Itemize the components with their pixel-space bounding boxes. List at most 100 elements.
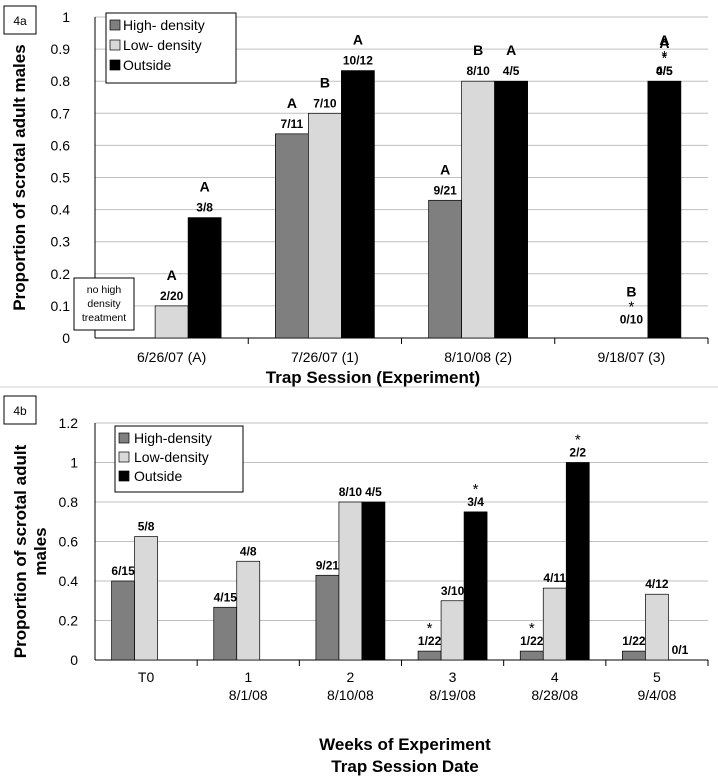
bar xyxy=(308,112,342,339)
y-tick-label: 0 xyxy=(70,652,78,668)
x-axis-title: Weeks of Experiment xyxy=(319,735,491,754)
legend-swatch xyxy=(118,470,130,482)
group-letter: A xyxy=(659,35,669,51)
bar xyxy=(519,650,544,661)
y-tick-label: 0.6 xyxy=(59,534,79,550)
significance-star: * xyxy=(628,299,634,316)
data-label: 8/10 xyxy=(466,64,490,78)
y-tick-label: 0.2 xyxy=(59,613,79,629)
x-tick-label: 8/10/08 (2) xyxy=(444,349,512,365)
data-label: 0/1 xyxy=(672,643,689,657)
data-label: 1/22 xyxy=(622,634,646,648)
y-tick-label: 0.7 xyxy=(51,105,71,121)
group-letter: A xyxy=(167,267,177,283)
data-label: 0/5 xyxy=(656,64,673,78)
data-label: 10/12 xyxy=(343,54,373,68)
legend-swatch xyxy=(118,432,130,444)
data-label: 2/20 xyxy=(160,289,184,303)
legend-box xyxy=(114,425,244,493)
y-tick-label: 0.4 xyxy=(59,573,79,589)
bar xyxy=(341,70,375,339)
x-tick-label: 4 xyxy=(551,669,559,685)
y-tick-label: 0.8 xyxy=(59,494,79,510)
significance-star: * xyxy=(575,432,581,449)
bar xyxy=(134,536,158,661)
bar xyxy=(338,501,363,661)
data-label: 4/5 xyxy=(365,485,382,499)
bar xyxy=(645,593,669,661)
bar xyxy=(417,650,442,661)
bar xyxy=(428,199,462,339)
legend-swatch xyxy=(118,451,130,463)
legend-label: High-density xyxy=(134,430,212,446)
y-tick-label: 1 xyxy=(70,455,78,471)
data-label: 9/21 xyxy=(316,558,340,572)
data-label: 4/5 xyxy=(503,64,520,78)
y-axis-title: Proportion of scrotal adult males xyxy=(10,44,29,310)
x-tick-label: 8/28/08 xyxy=(531,687,578,703)
annotation-text: density xyxy=(87,298,121,310)
group-letter: A xyxy=(353,32,363,48)
legend-label: Outside xyxy=(123,57,171,73)
significance-star: * xyxy=(661,48,667,65)
x-tick-label: 1 xyxy=(244,669,252,685)
group-letter: A xyxy=(506,42,516,58)
data-label: 4/8 xyxy=(240,544,257,558)
group-letter: B xyxy=(626,284,636,300)
data-label: 4/15 xyxy=(214,590,238,604)
bar xyxy=(647,80,682,339)
group-letter: B xyxy=(473,42,483,58)
bar xyxy=(187,217,222,339)
bar xyxy=(361,501,386,661)
y-tick-label: 1.2 xyxy=(59,415,79,431)
data-label: 4/11 xyxy=(543,571,566,585)
data-label: 6/15 xyxy=(111,564,135,578)
data-label: 1/22 xyxy=(520,634,544,648)
bar xyxy=(440,600,465,661)
group-letter: A xyxy=(287,95,297,111)
x-tick-label: 9/4/08 xyxy=(637,687,676,703)
group-letter: A xyxy=(440,161,450,177)
significance-star: * xyxy=(473,481,479,498)
x-axis-subtitle: Trap Session Date xyxy=(331,757,478,776)
x-tick-label: 7/26/07 (1) xyxy=(291,349,359,365)
data-label: 3/4 xyxy=(467,495,484,509)
legend: High-density Low-density Outside xyxy=(114,425,244,493)
bar xyxy=(236,560,261,661)
panel-4b: 4b 0 0.2 0.4 0.6 0.8 1 1.2 Proportion of scrotal… xyxy=(3,395,709,776)
legend-swatch xyxy=(109,59,121,71)
y-axis-title: Proportion of scrotal adultmales xyxy=(11,444,50,658)
bar xyxy=(463,511,488,661)
x-tick-label: 9/18/07 (3) xyxy=(598,349,666,365)
legend-swatch xyxy=(109,19,121,31)
y-tick-label: 0 xyxy=(62,330,70,346)
bar xyxy=(461,80,495,339)
x-tick-label: 3 xyxy=(449,669,457,685)
x-tick-label: 6/26/07 (A) xyxy=(137,349,206,365)
annotation-box xyxy=(73,277,135,331)
annotation-text: treatment xyxy=(82,312,126,324)
y-tick-label: 0.1 xyxy=(51,298,71,314)
legend-swatch xyxy=(109,39,121,51)
y-tick-label: 0.2 xyxy=(51,266,71,282)
significance-star: * xyxy=(529,620,535,637)
bar xyxy=(315,574,340,661)
x-tick-label: 8/1/08 xyxy=(229,687,268,703)
panel-tag: 4b xyxy=(13,404,27,418)
x-tick-label: 8/10/08 xyxy=(327,687,374,703)
significance-star: * xyxy=(427,620,433,637)
data-label: 0/10 xyxy=(620,313,644,327)
y-tick-label: 0.5 xyxy=(51,170,71,186)
y-tick-label: 0.8 xyxy=(51,73,71,89)
y-tick-label: 0.6 xyxy=(51,137,71,153)
data-label: 4/12 xyxy=(645,577,669,591)
y-tick-label: 0.9 xyxy=(51,41,71,57)
legend-label: High- density xyxy=(123,17,205,33)
significance-star: * xyxy=(661,50,667,67)
legend-label: Low-density xyxy=(134,449,209,465)
y-tick-label: 0.4 xyxy=(51,202,71,218)
group-letter: A xyxy=(200,179,210,195)
x-axis-title: Trap Session (Experiment) xyxy=(266,368,480,387)
x-tick-label: T0 xyxy=(138,669,155,685)
bar xyxy=(494,80,528,339)
